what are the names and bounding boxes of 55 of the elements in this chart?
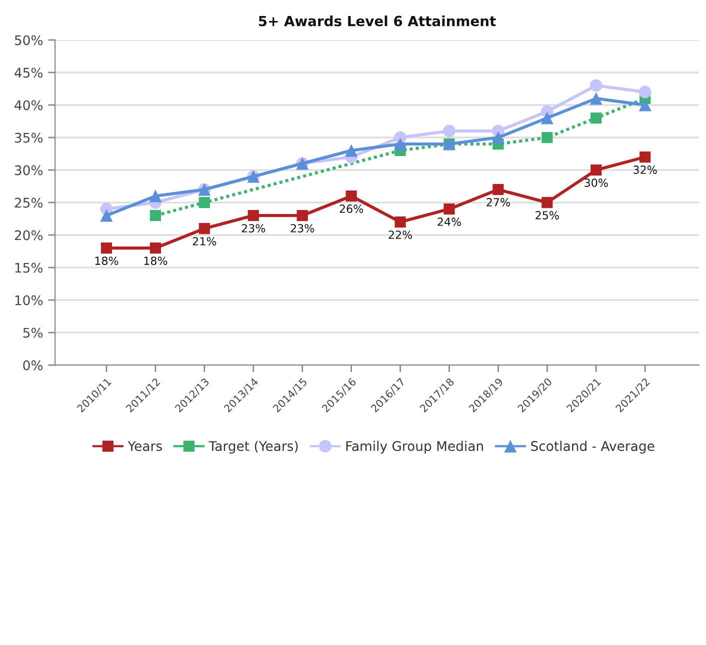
data-label: 18% bbox=[95, 256, 118, 265]
point bbox=[248, 210, 259, 222]
data-label: 30% bbox=[584, 178, 608, 187]
chart-title: 5+ Awards Level 6 Attainment bbox=[258, 16, 496, 26]
point bbox=[150, 210, 161, 222]
data-label: 21% bbox=[192, 237, 216, 246]
legend-label: Target (Years) bbox=[208, 440, 298, 454]
point bbox=[640, 151, 651, 163]
y-tick-label: 15% bbox=[15, 262, 43, 273]
data-label: 26% bbox=[340, 204, 364, 213]
y-tick-label: 0% bbox=[23, 360, 43, 370]
point bbox=[198, 196, 210, 208]
point bbox=[444, 203, 455, 215]
data-label: 18% bbox=[144, 256, 168, 265]
point bbox=[100, 242, 112, 254]
point bbox=[394, 216, 406, 228]
point bbox=[346, 190, 357, 202]
y-tick-label: 50% bbox=[14, 35, 43, 46]
point bbox=[492, 131, 504, 144]
point bbox=[590, 79, 602, 92]
y-tick-label: 45% bbox=[14, 68, 43, 78]
point bbox=[638, 98, 652, 112]
data-label: 32% bbox=[634, 166, 657, 174]
y-tick-label: 10% bbox=[15, 295, 43, 306]
data-label: 25% bbox=[536, 211, 559, 220]
point bbox=[542, 132, 553, 144]
point bbox=[540, 112, 554, 124]
data-label: 24% bbox=[438, 218, 461, 226]
point bbox=[590, 112, 602, 124]
point bbox=[442, 124, 456, 138]
point bbox=[638, 86, 652, 98]
point bbox=[542, 196, 553, 208]
y-tick-label: 30% bbox=[14, 165, 43, 176]
legend-label: Scotland - Average bbox=[531, 440, 654, 454]
data-label: 23% bbox=[242, 224, 266, 232]
legend-label: Years bbox=[128, 441, 162, 452]
data-label: 22% bbox=[388, 230, 412, 239]
point bbox=[492, 184, 504, 196]
point bbox=[590, 164, 602, 176]
legend-label: Family Group Median bbox=[346, 440, 483, 454]
point bbox=[345, 144, 358, 157]
data-label: 27% bbox=[486, 198, 510, 206]
point bbox=[296, 210, 308, 222]
y-tick-label: 35% bbox=[14, 132, 43, 143]
point bbox=[198, 222, 210, 234]
point bbox=[100, 209, 113, 222]
y-tick-label: 40% bbox=[14, 100, 43, 110]
point bbox=[590, 92, 602, 105]
point bbox=[394, 138, 407, 150]
data-label: 23% bbox=[290, 224, 314, 232]
point bbox=[150, 242, 161, 254]
y-tick-label: 5% bbox=[23, 328, 43, 338]
y-tick-label: 25% bbox=[14, 198, 43, 208]
y-tick-label: 20% bbox=[14, 230, 43, 240]
point bbox=[149, 190, 162, 202]
